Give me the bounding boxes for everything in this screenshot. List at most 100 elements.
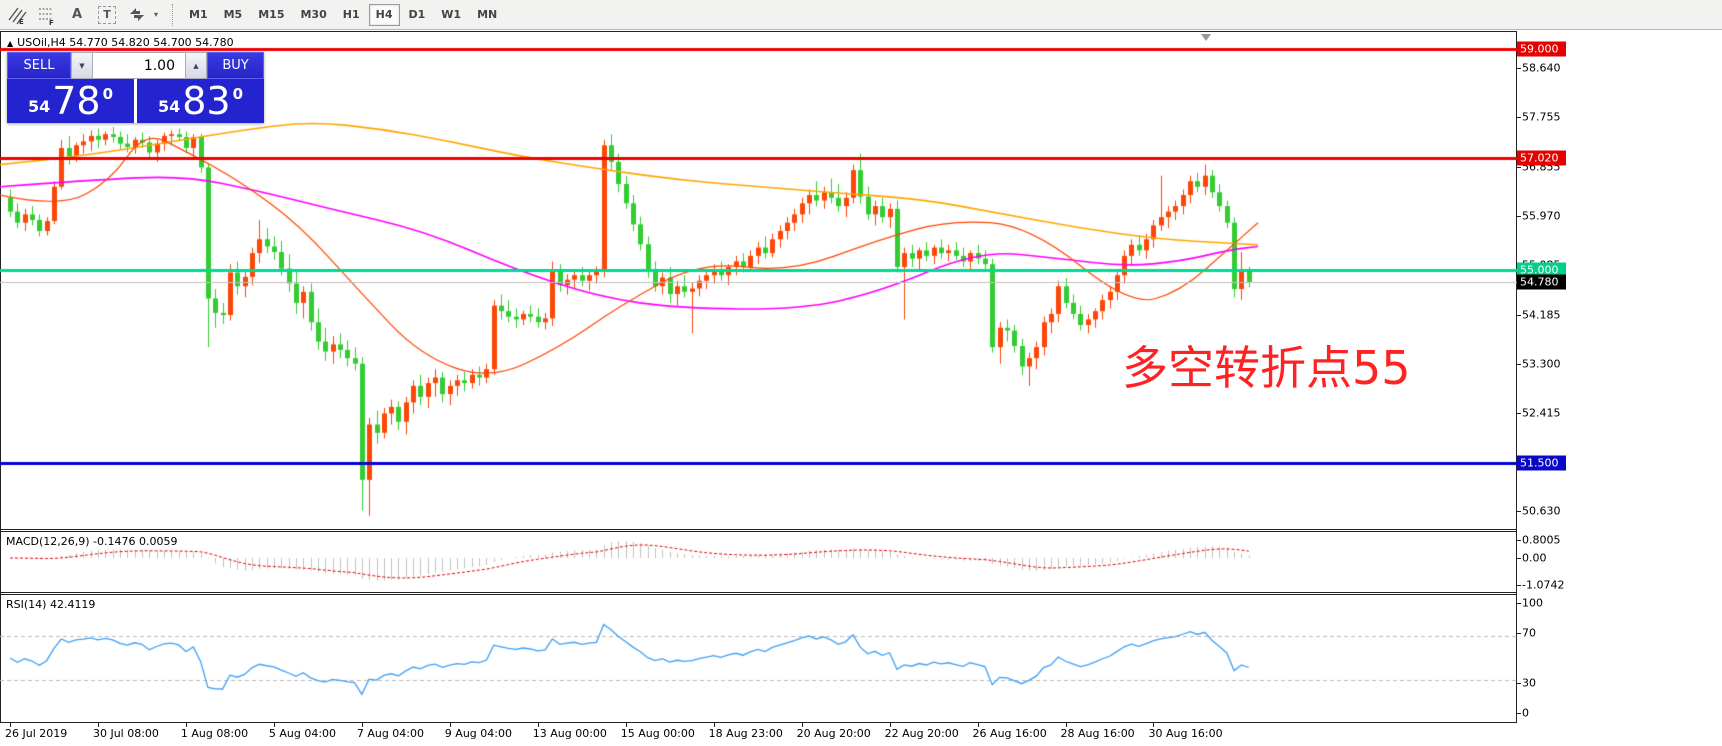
- symbol-triangle-icon: ▲: [7, 39, 14, 48]
- indicator-scale-tick: [1516, 558, 1521, 559]
- time-axis-tick: [889, 723, 891, 727]
- text-box-icon[interactable]: T: [94, 3, 120, 27]
- price-axis-tick: [1516, 117, 1521, 119]
- time-axis-label: 1 Aug 08:00: [180, 727, 249, 740]
- time-axis-tick: [625, 723, 627, 727]
- fibonacci-retracement-icon[interactable]: F: [34, 3, 60, 27]
- price-axis-tick: [1516, 216, 1521, 218]
- rsi-label: RSI(14) 42.4119: [6, 598, 96, 611]
- time-axis-tick: [185, 723, 187, 727]
- time-axis-label: 30 Jul 08:00: [92, 727, 159, 740]
- chart-frame-top: [0, 31, 1517, 32]
- sell-price-display[interactable]: 54 78 0: [7, 79, 134, 123]
- rsi-indicator-canvas[interactable]: [0, 595, 1517, 722]
- price-axis-tick-label: 57.755: [1522, 110, 1561, 124]
- sell-price-sup: 0: [102, 85, 114, 103]
- svg-text:E: E: [19, 18, 24, 25]
- price-level-badge: 54.780: [1517, 274, 1566, 290]
- time-axis-label: 28 Aug 16:00: [1060, 727, 1135, 740]
- macd-panel-top-border: [0, 531, 1517, 532]
- time-axis-label: 7 Aug 04:00: [356, 727, 424, 740]
- price-axis-tick-label: 53.300: [1522, 357, 1561, 371]
- price-level-badge: 55.000: [1517, 262, 1566, 278]
- price-axis-tick-label: 54.185: [1522, 308, 1561, 322]
- macd-panel-bottom-border: [0, 592, 1517, 593]
- time-axis-label: 22 Aug 20:00: [884, 727, 959, 740]
- timeframe-button-h4[interactable]: H4: [368, 3, 400, 26]
- time-axis-label: 13 Aug 00:00: [532, 727, 607, 740]
- indicator-scale-tick: [1516, 633, 1521, 634]
- time-axis-tick: [273, 723, 275, 727]
- indicator-scale-label: -1.0742: [1522, 578, 1565, 592]
- indicator-scale-tick: [1516, 603, 1521, 604]
- timeframe-button-mn[interactable]: MN: [477, 8, 498, 21]
- sell-button[interactable]: SELL: [7, 52, 71, 79]
- buy-price-display[interactable]: 54 83 0: [137, 79, 264, 123]
- price-axis-tick: [1516, 68, 1521, 70]
- time-axis-label: 18 Aug 23:00: [708, 727, 783, 740]
- time-axis-label: 26 Aug 16:00: [972, 727, 1047, 740]
- timeframe-button-m15[interactable]: M15: [258, 8, 285, 21]
- price-axis-tick: [1516, 412, 1521, 414]
- indicator-scale-tick: [1516, 540, 1521, 541]
- time-axis-tick: [801, 723, 803, 727]
- buy-price-big: 83: [182, 79, 231, 123]
- svg-text:F: F: [49, 19, 54, 25]
- price-axis-tick-label: 55.970: [1522, 209, 1561, 223]
- time-axis-label: 26 Jul 2019: [5, 727, 68, 740]
- price-level-badge: 57.020: [1517, 150, 1566, 166]
- indicator-scale-label: 0: [1522, 706, 1529, 720]
- indicator-scale-label: 30: [1522, 676, 1536, 690]
- toolbar-separator: [172, 3, 173, 26]
- rsi-panel-top-border: [0, 594, 1517, 595]
- time-axis-tick: [97, 723, 99, 727]
- buy-button[interactable]: BUY: [207, 52, 264, 79]
- timeframe-button-m30[interactable]: M30: [300, 8, 327, 21]
- price-axis-tick-label: 52.415: [1522, 406, 1561, 420]
- text-box-glyph: T: [98, 5, 116, 24]
- dropdown-caret-icon[interactable]: ▾: [153, 10, 158, 19]
- rsi-panel-bottom-border: [0, 722, 1517, 723]
- time-axis-tick: [537, 723, 539, 727]
- price-level-badge: 59.000: [1517, 41, 1566, 56]
- indicator-scale-label: 100: [1522, 596, 1543, 610]
- volume-decrease-button[interactable]: ▼: [71, 52, 93, 79]
- volume-input[interactable]: [93, 52, 185, 79]
- time-axis-tick: [1153, 723, 1155, 727]
- sell-price-small: 54: [27, 96, 51, 116]
- indicator-scale-tick: [1516, 683, 1521, 684]
- main-panel-bottom-border: [0, 529, 1517, 530]
- macd-label: MACD(12,26,9) -0.1476 0.0059: [6, 535, 178, 548]
- timeframe-button-w1[interactable]: W1: [441, 8, 462, 21]
- macd-indicator-canvas[interactable]: [0, 532, 1517, 592]
- price-level-badge: 51.500: [1517, 455, 1566, 471]
- symbol-header: ▲ USOil,H4 54.770 54.820 54.700 54.780: [7, 36, 234, 49]
- timeframe-button-m1[interactable]: M1: [189, 8, 208, 21]
- time-axis-tick: [977, 723, 979, 727]
- buy-price-small: 54: [157, 96, 181, 116]
- timeframe-button-d1[interactable]: D1: [408, 8, 426, 21]
- price-axis-tick-label: 50.630: [1522, 504, 1561, 518]
- indicator-scale-tick: [1516, 713, 1521, 714]
- timeframe-button-group: M1 M5 M15 M30 H1 H4 D1 W1 MN: [181, 3, 505, 26]
- time-axis-tick: [10, 723, 11, 727]
- time-axis-tick: [713, 723, 715, 727]
- time-axis-label: 9 Aug 04:00: [444, 727, 512, 740]
- price-axis-tick: [1516, 314, 1521, 316]
- timeframe-button-h1[interactable]: H1: [342, 8, 360, 21]
- price-axis-tick-label: 58.640: [1522, 61, 1561, 75]
- cycle-lines-icon[interactable]: [124, 3, 150, 27]
- text-label-icon[interactable]: A: [71, 7, 83, 22]
- timeframe-button-m5[interactable]: M5: [223, 8, 243, 21]
- chart-shift-marker-icon[interactable]: [1201, 34, 1211, 41]
- volume-increase-button[interactable]: ▲: [185, 52, 207, 79]
- time-axis-label: 30 Aug 16:00: [1148, 727, 1223, 740]
- price-axis-tick: [1516, 167, 1521, 169]
- indicator-scale-tick: [1516, 585, 1521, 586]
- equidistant-channel-icon[interactable]: E: [4, 3, 30, 27]
- chart-annotation-text: 多空转折点55: [1122, 341, 1411, 395]
- time-axis-label: 15 Aug 00:00: [620, 727, 695, 740]
- buy-price-sup: 0: [232, 85, 244, 103]
